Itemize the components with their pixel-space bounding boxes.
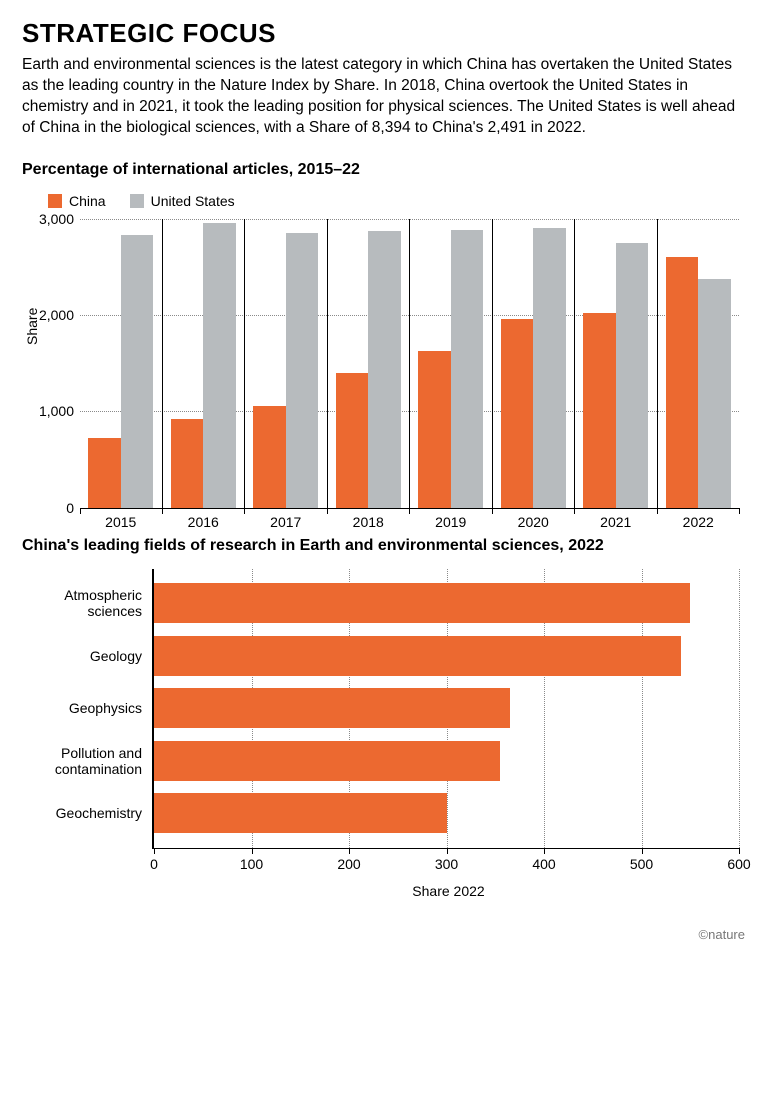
chart1-group: 2022 (658, 219, 740, 508)
chart2-bars: Atmospheric sciences Geology Geophysics Pol… (154, 569, 739, 848)
chart2-bar-label: Geophysics (34, 700, 154, 716)
chart2-xtick-mark (252, 848, 253, 854)
chart2-xtick-mark (739, 848, 740, 854)
legend-item: China (48, 193, 106, 209)
chart1-xlabel: 2021 (575, 514, 657, 530)
chart1-xlabel: 2019 (410, 514, 492, 530)
chart2-xtick: 0 (150, 856, 158, 872)
chart1-ytick: 3,000 (26, 211, 74, 227)
chart1-group: 2018 (328, 219, 411, 508)
chart2-bar (154, 793, 447, 833)
chart1-legend: China United States (48, 193, 745, 209)
page-title: STRATEGIC FOCUS (22, 18, 745, 49)
chart1-bar-china (501, 319, 534, 508)
legend-item: United States (130, 193, 235, 209)
chart2-bar (154, 636, 681, 676)
chart1-bar-china (336, 373, 369, 508)
chart2-bar-label: Pollution and contamination (34, 745, 154, 777)
chart1-group: 2017 (245, 219, 328, 508)
chart2-row: Pollution and contamination (154, 741, 739, 781)
chart1-ytick: 2,000 (26, 307, 74, 323)
chart1-ytick: 1,000 (26, 403, 74, 419)
chart2-xtick-mark (154, 848, 155, 854)
chart2-xlabel: Share 2022 (152, 883, 745, 899)
chart2-xtick: 300 (435, 856, 458, 872)
legend-label: China (69, 193, 106, 209)
chart2-title: China's leading fields of research in Ea… (22, 537, 745, 555)
chart1-title: Percentage of international articles, 20… (22, 161, 745, 179)
chart2-row: Geochemistry (154, 793, 739, 833)
chart2-row: Atmospheric sciences (154, 583, 739, 623)
chart1-bar-china (418, 351, 451, 508)
chart1-bar-us (451, 230, 484, 507)
legend-label: United States (151, 193, 235, 209)
chart1-bar-china (253, 406, 286, 508)
chart1-xlabel: 2017 (245, 514, 327, 530)
chart1-bar-us (121, 235, 154, 508)
chart1-xlabel: 2022 (658, 514, 740, 530)
chart1-bar-china (88, 438, 121, 507)
chart1-group: 2015 (80, 219, 163, 508)
chart2-bar-label: Geochemistry (34, 805, 154, 821)
legend-swatch (48, 194, 62, 208)
chart2-gridline (739, 569, 740, 848)
chart1-bar-us (533, 228, 566, 507)
chart2-row: Geology (154, 636, 739, 676)
chart2-xtick: 200 (337, 856, 360, 872)
chart1-ytick: 0 (26, 500, 74, 516)
chart2-xtick: 500 (630, 856, 653, 872)
chart1-xlabel: 2016 (163, 514, 245, 530)
chart1-bar-china (171, 419, 204, 508)
chart2-xtick-mark (447, 848, 448, 854)
chart1-bar-us (203, 223, 236, 508)
chart2-bar-label: Geology (34, 648, 154, 664)
chart1-bar-us (286, 233, 319, 508)
chart2-xtick: 400 (532, 856, 555, 872)
intro-text: Earth and environmental sciences is the … (22, 55, 742, 139)
chart2-bar (154, 583, 690, 623)
chart2-xtick: 100 (240, 856, 263, 872)
legend-swatch (130, 194, 144, 208)
chart2-xtick: 600 (727, 856, 750, 872)
chart1-group: 2020 (493, 219, 576, 508)
chart1-group: 2021 (575, 219, 658, 508)
chart1-bar-us (698, 279, 731, 507)
chart1-xlabel: 2015 (80, 514, 162, 530)
chart1-bar-china (666, 257, 699, 507)
chart1: Share 01,0002,0003,000201520162017201820… (22, 219, 745, 509)
chart1-bar-us (368, 231, 401, 507)
chart1-group: 2016 (163, 219, 246, 508)
credit: ©nature (22, 927, 745, 942)
chart1-xlabel: 2020 (493, 514, 575, 530)
chart2-row: Geophysics (154, 688, 739, 728)
chart2: 0100200300400500600Atmospheric sciencesG… (22, 569, 745, 899)
chart1-groups: 20152016201720182019202020212022 (80, 219, 739, 508)
chart2-bar-label: Atmospheric sciences (34, 587, 154, 619)
chart1-bar-us (616, 243, 649, 508)
chart2-xtick-mark (349, 848, 350, 854)
chart1-xlabel: 2018 (328, 514, 410, 530)
chart1-bar-china (583, 313, 616, 508)
chart2-xtick-mark (642, 848, 643, 854)
chart2-xtick-mark (544, 848, 545, 854)
chart2-bar (154, 741, 500, 781)
chart2-bar (154, 688, 510, 728)
chart1-group: 2019 (410, 219, 493, 508)
